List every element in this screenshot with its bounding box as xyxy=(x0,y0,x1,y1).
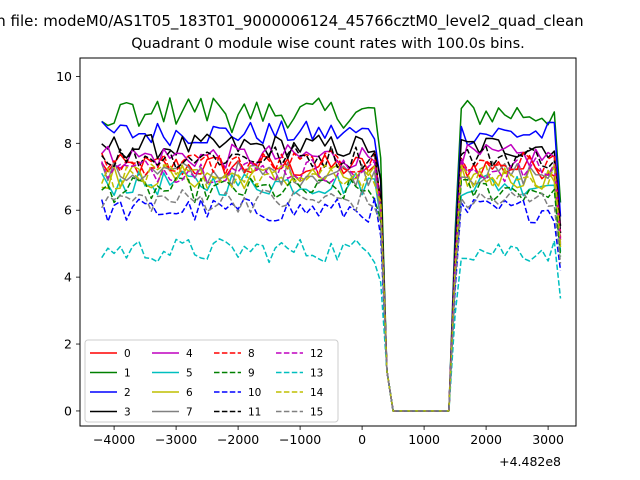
legend-label-0: 0 xyxy=(124,348,131,360)
legend-label-12: 12 xyxy=(310,348,323,360)
series-line-2 xyxy=(101,120,562,412)
legend-label-14: 14 xyxy=(310,387,324,399)
y-tick-label: 2 xyxy=(64,337,72,352)
legend-label-6: 6 xyxy=(186,387,193,399)
series-line-1 xyxy=(101,97,562,412)
y-axis-ticks: 0 2 4 6 8 10 xyxy=(56,69,80,418)
legend-label-8: 8 xyxy=(248,348,255,360)
y-tick-label: 8 xyxy=(64,136,72,151)
legend-label-4: 4 xyxy=(186,348,193,360)
series-line-9 xyxy=(101,177,562,412)
x-tick-label: 3000 xyxy=(532,432,564,447)
legend-label-10: 10 xyxy=(248,387,261,399)
series-line-10 xyxy=(100,197,562,412)
series-lines xyxy=(100,97,562,412)
x-tick-label: −2000 xyxy=(217,432,259,447)
legend-label-7: 7 xyxy=(186,407,193,419)
legend-label-2: 2 xyxy=(124,387,131,399)
series-line-8 xyxy=(101,150,562,412)
y-tick-label: 0 xyxy=(64,403,72,418)
y-tick-label: 6 xyxy=(64,203,72,218)
x-axis-offset-label: +4.482e8 xyxy=(499,454,561,469)
chart-title: Quadrant 0 module wise count rates with … xyxy=(131,36,525,52)
axes-frame xyxy=(79,57,577,427)
legend-label-3: 3 xyxy=(124,407,131,419)
x-axis-ticks: −4000 −3000 −2000 −1000 0 1000 2000 3000 xyxy=(93,426,564,447)
x-tick-label: 2000 xyxy=(470,432,502,447)
series-line-11 xyxy=(101,144,562,412)
y-tick-label: 10 xyxy=(56,69,72,84)
legend-label-13: 13 xyxy=(310,368,323,380)
legend-label-11: 11 xyxy=(248,407,261,419)
legend-label-5: 5 xyxy=(186,368,193,380)
legend-label-9: 9 xyxy=(248,368,255,380)
legend-label-1: 1 xyxy=(124,368,131,380)
series-line-15 xyxy=(101,188,562,412)
series-line-0 xyxy=(101,153,562,412)
x-tick-label: −1000 xyxy=(279,432,321,447)
y-tick-label: 4 xyxy=(64,270,72,285)
series-line-14 xyxy=(101,163,562,412)
x-tick-label: −4000 xyxy=(93,432,135,447)
legend-label-15: 15 xyxy=(310,407,323,419)
figure-suptitle: n file: modeM0/AS1T05_183T01_9000006124_… xyxy=(0,12,584,30)
x-tick-label: −3000 xyxy=(155,432,197,447)
x-tick-label: 1000 xyxy=(408,432,440,447)
x-tick-label: 0 xyxy=(358,432,366,447)
series-line-3 xyxy=(101,133,562,412)
series-line-13 xyxy=(101,238,562,412)
series-line-12 xyxy=(100,157,562,412)
